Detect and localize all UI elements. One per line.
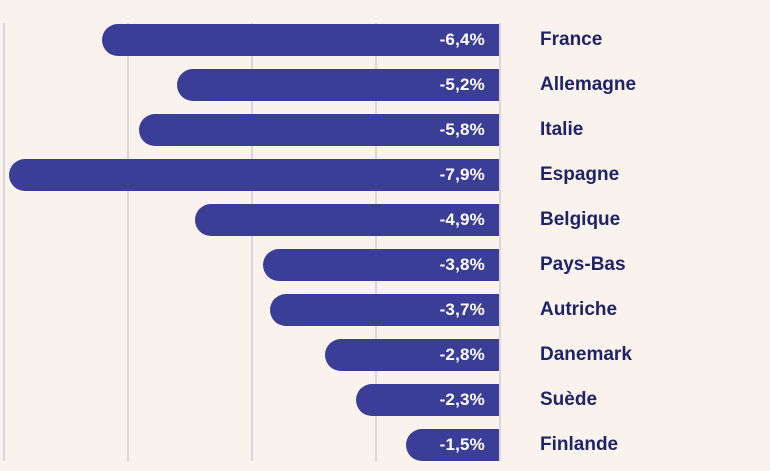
bar-autriche: -3,7% xyxy=(269,294,499,326)
bar-sude: -2,3% xyxy=(356,384,499,416)
bar-belgique: -4,9% xyxy=(195,204,499,236)
bar-value-label: -1,5% xyxy=(439,435,485,454)
category-label: Finlande xyxy=(540,434,619,455)
bar-allemagne: -5,2% xyxy=(176,69,499,101)
bar-row: -1,5% Finlande xyxy=(0,429,770,461)
category-label: Autriche xyxy=(540,299,618,320)
bar-espagne: -7,9% xyxy=(9,159,499,191)
bar-danemark: -2,8% xyxy=(325,339,499,371)
category-label: Suède xyxy=(540,389,598,410)
bar-row: -7,9% Espagne xyxy=(0,159,770,191)
gridline xyxy=(251,23,253,461)
bar-italie: -5,8% xyxy=(139,114,499,146)
bar-value-label: -6,4% xyxy=(439,30,485,49)
category-label: Belgique xyxy=(540,209,621,230)
bar-value-label: -2,3% xyxy=(439,390,485,409)
category-label: France xyxy=(540,29,603,50)
category-label: Allemagne xyxy=(540,74,637,95)
category-label: Italie xyxy=(540,119,584,140)
gridline xyxy=(3,23,5,461)
bar-value-label: -2,8% xyxy=(439,345,485,364)
bar-value-label: -3,8% xyxy=(439,255,485,274)
bar-row: -3,7% Autriche xyxy=(0,294,770,326)
category-label: Danemark xyxy=(540,344,632,365)
bar-row: -2,8% Danemark xyxy=(0,339,770,371)
bar-value-label: -5,8% xyxy=(439,120,485,139)
bar-value-label: -4,9% xyxy=(439,210,485,229)
bar-row: -5,2% Allemagne xyxy=(0,69,770,101)
gridline xyxy=(127,23,129,461)
category-label: Espagne xyxy=(540,164,620,185)
bar-pays-bas: -3,8% xyxy=(263,249,499,281)
bar-row: -2,3% Suède xyxy=(0,384,770,416)
bar-row: -3,8% Pays-Bas xyxy=(0,249,770,281)
bar-value-label: -3,7% xyxy=(439,300,485,319)
bar-row: -6,4% France xyxy=(0,24,770,56)
gridline xyxy=(499,23,501,461)
bar-value-label: -5,2% xyxy=(439,75,485,94)
gridline xyxy=(375,23,377,461)
bar-row: -4,9% Belgique xyxy=(0,204,770,236)
bar-finlande: -1,5% xyxy=(406,429,499,461)
bar-france: -6,4% xyxy=(102,24,499,56)
bar-row: -5,8% Italie xyxy=(0,114,770,146)
bar-value-label: -7,9% xyxy=(439,165,485,184)
category-label: Pays-Bas xyxy=(540,254,626,275)
